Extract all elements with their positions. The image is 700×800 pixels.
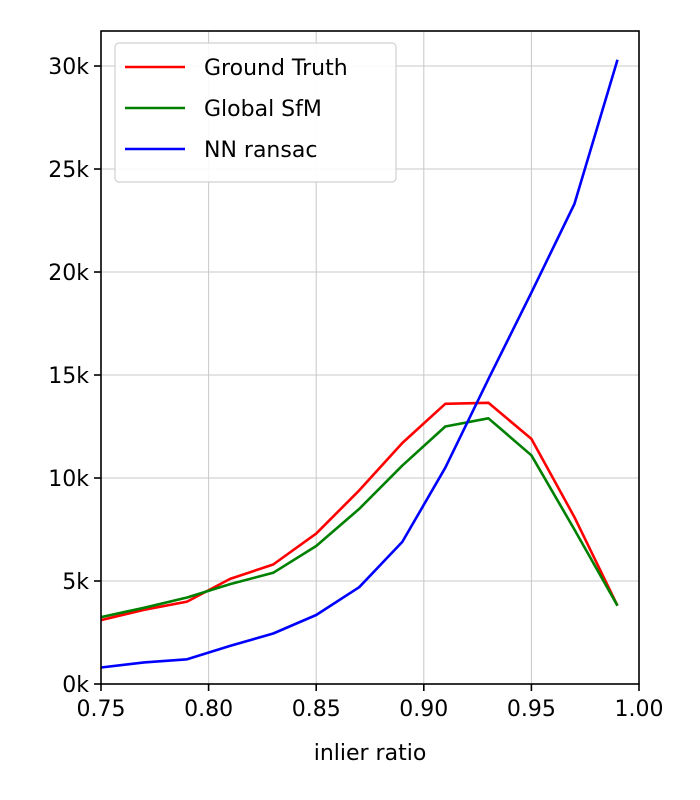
x-tick-label: 0.75 [77,697,126,722]
x-axis-title: inlier ratio [314,741,427,766]
y-tick-label: 15k [48,364,89,389]
x-tick-label: 0.95 [507,697,556,722]
y-axis: 0k 5k 10k 15k 20k 25k 30k [48,55,101,698]
y-tick-label: 0k [62,673,89,698]
x-tick-label: 0.80 [184,697,233,722]
legend-label: NN ransac [204,138,317,163]
y-tick-label: 25k [48,158,89,183]
series-line-global-sfm [100,416,619,619]
y-tick-label: 5k [62,570,89,595]
x-tick-label: 0.90 [399,697,448,722]
y-tick-label: 20k [48,261,89,286]
plot-frame [100,30,640,685]
x-tick-label: 1.00 [615,697,664,722]
legend-box [114,42,397,183]
x-axis: 0.75 0.80 0.85 0.90 0.95 1.00 [77,684,664,722]
series-lines [100,59,619,669]
y-tick-label: 30k [48,55,89,80]
y-tick-label: 10k [48,467,89,492]
legend-label: Global SfM [204,97,322,122]
legend: Ground Truth Global SfM NN ransac [114,42,397,183]
series-line-nn-ransac [100,59,619,669]
series-line-ground-truth [100,401,619,622]
legend-label: Ground Truth [204,56,348,81]
x-tick-label: 0.85 [292,697,341,722]
